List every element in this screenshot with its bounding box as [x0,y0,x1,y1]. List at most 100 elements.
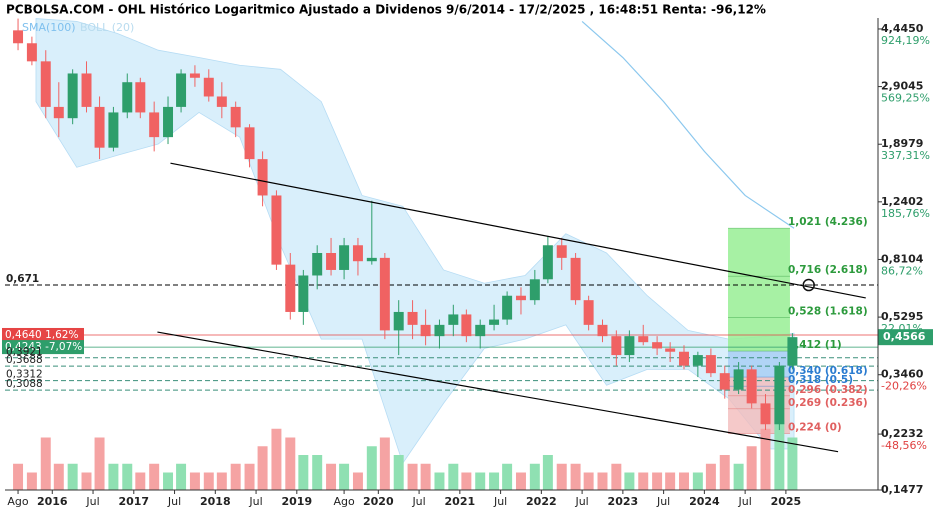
volume-bar [67,463,78,490]
fib-label: 1,021 (4.236) [788,216,868,228]
volume-bar [542,455,553,490]
volume-bar [692,472,703,490]
volume-bar [163,472,174,490]
volume-bar [407,463,418,490]
candle-body [774,365,785,425]
x-tick-label: 2021 [445,495,476,508]
y-tick-change: 185,76% [881,207,930,220]
volume-bar [475,472,486,490]
volume-bar [556,463,567,490]
x-tick-label: Jul [85,495,99,508]
candle-body [542,245,553,280]
volume-bar [489,472,500,490]
volume-bar [611,463,622,490]
candle-body [366,257,377,262]
x-tick-label: Ago [333,495,355,508]
candle-body [203,77,214,97]
volume-bar [787,437,798,490]
volume-bar [94,437,105,490]
volume-bar [149,463,160,490]
candle-body [216,96,227,107]
y-tick-change: -20,26% [881,380,927,393]
candle-body [13,30,24,44]
candle-body [611,336,622,356]
candle-body [679,351,689,366]
candle-body [529,279,540,301]
x-tick-label: 2020 [363,495,394,508]
candle-body [515,295,526,301]
candle-body [787,337,798,366]
volume-bar [760,428,771,490]
volume-bar [434,472,445,490]
candle-body [760,403,771,425]
candle-body [597,324,608,337]
x-tick-label: Jul [411,495,425,508]
fib-label: 0,296 (0.382) [788,384,868,396]
candle-body [285,264,296,312]
volume-bar [108,463,119,490]
x-tick-label: 2022 [526,495,557,508]
volume-bar [679,472,689,490]
y-tick-change: -48,56% [881,439,927,452]
trend-line [170,162,866,299]
candle-body [230,106,241,128]
volume-bar [366,446,377,490]
candle-body [176,73,187,107]
x-tick-label: 2016 [37,495,68,508]
candle-body [379,257,390,331]
candle-body [434,324,445,337]
fib-zone [728,228,790,352]
x-tick-label: Jul [574,495,588,508]
candle-body [26,43,37,62]
candle-body [53,106,64,119]
volume-bar [624,472,635,490]
y-tick-change: 86,72% [881,264,923,277]
y-tick-label: 2,9045 [881,80,923,93]
candle-body [638,336,649,343]
volume-bar [597,472,608,490]
level-label: 0,4640 1,62% [5,329,78,341]
candle-body [746,369,757,404]
volume-bar [461,472,472,490]
x-tick-label: Jul [248,495,262,508]
fib-label: 0,340 (0.618) [788,365,868,377]
y-tick-label: 1,8979 [881,137,923,150]
level-label: 0,3688 [6,354,43,366]
legend-sma: SMA(100) [22,21,76,34]
volume-bar [502,463,513,490]
volume-bar [203,472,214,490]
candle-body [244,127,255,160]
candle-body [652,342,663,349]
volume-bar [339,463,350,490]
x-tick-label: 2025 [771,495,802,508]
x-tick-label: Jul [656,495,670,508]
y-tick-label: 0,2232 [881,427,923,440]
candle-body [556,245,567,258]
x-tick-label: 2017 [118,495,149,508]
volume-bar [652,472,663,490]
x-tick-label: 2019 [282,495,313,508]
candle-body [624,336,635,356]
y-tick-label: 0,3460 [881,368,924,381]
level-label: 0,3312 [6,369,43,381]
level-label: 0,3088 [6,378,43,390]
volume-bar [257,446,268,490]
y-tick-label: 0,5295 [881,310,923,323]
candle-body [271,195,282,265]
volume-bar [420,463,431,490]
candle-body [665,348,676,352]
level-label-box [2,340,84,355]
volume-bar [81,472,92,490]
volume-bar [135,472,146,490]
candle-body [163,106,174,138]
candle-body [189,73,200,78]
volume-bar [326,463,337,490]
fib-label: 0,269 (0.236) [788,397,868,409]
trend-line [157,331,839,453]
candle-body [420,324,431,337]
candle-body [407,311,418,325]
candle-body [475,324,486,337]
candle-body [81,73,92,107]
volume-bar [26,472,37,490]
